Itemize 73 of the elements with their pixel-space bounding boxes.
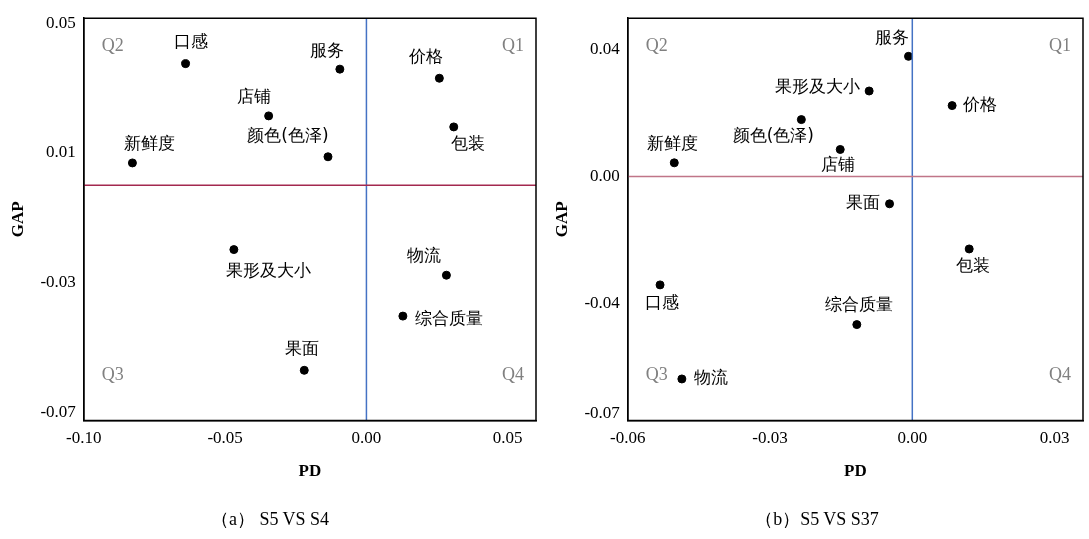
point [864,86,874,96]
point [335,64,345,74]
annotation: 综合质量 [824,294,893,315]
x-tick-label: 0.00 [897,428,928,448]
y-tick-label: 0.00 [590,165,620,185]
annotation: Q4 [1049,364,1071,385]
point [947,101,957,111]
point [398,311,408,321]
y-tick-label: -0.03 [40,272,76,292]
x-tick-label: -0.05 [207,428,243,448]
point [852,320,862,330]
point [677,374,687,384]
y-tick-label: -0.07 [40,401,77,421]
annotation: Q1 [1049,34,1071,55]
annotation: 果形及大小 [226,260,312,280]
point [441,270,451,280]
annotation: 新鲜度 [123,133,175,154]
y-axis-title: GAP [551,201,571,238]
annotation: 价格 [962,94,998,115]
annotation: 价格 [408,45,444,66]
x-tick-label: -0.10 [66,428,102,448]
annotation: 颜色(色泽) [247,125,329,146]
annotation: 果面 [285,337,320,358]
annotation: 口感 [173,31,208,52]
point [964,244,974,254]
x-axis-title: PD [298,460,322,480]
y-tick-label: -0.07 [584,403,621,423]
y-tick-label: -0.04 [584,293,621,313]
annotation: 店铺 [236,86,271,107]
annotation: Q2 [645,34,668,55]
point [655,280,665,290]
annotation: 物流 [693,367,728,388]
text: （a） S5 VS S4 [210,508,330,529]
point [127,158,137,168]
x-axis-title: PD [844,460,867,480]
annotation: Q3 [101,364,124,385]
y-tick-label: 0.04 [590,38,621,58]
annotation: Q4 [502,364,524,385]
y-axis-title: GAP [7,201,27,238]
x-tick-label: 0.05 [492,428,523,448]
point [885,199,895,209]
annotation: 口感 [645,292,680,313]
point [323,152,333,162]
annotation: 综合质量 [414,307,483,328]
annotation: 物流 [407,244,442,265]
x-tick-label: 0.00 [351,428,382,448]
point [264,111,274,121]
point [299,365,309,375]
annotation: 服务 [874,26,909,47]
point [181,59,191,69]
x-tick-label: -0.03 [752,428,788,448]
annotation: 包装 [956,255,991,276]
point [835,144,845,154]
annotation: 颜色(色泽) [732,125,814,146]
point [669,158,679,168]
annotation: 果形及大小 [775,76,861,97]
x-tick-label: -0.06 [610,428,646,448]
annotation: 服务 [309,39,344,60]
y-tick-label: 0.05 [46,12,76,32]
annotation: Q3 [645,364,668,385]
point [229,245,239,255]
y-tick-label: 0.01 [46,142,76,162]
point [449,122,459,132]
annotation: 店铺 [821,153,856,174]
point [796,115,806,125]
annotation: Q1 [502,34,524,55]
annotation: 包装 [450,133,485,154]
annotation: 新鲜度 [646,133,698,154]
point [434,73,444,83]
x-tick-label: 0.03 [1039,428,1070,448]
annotation: 果面 [845,192,880,213]
annotation: Q2 [101,34,124,55]
text: （b）S5 VS S37 [755,508,879,529]
